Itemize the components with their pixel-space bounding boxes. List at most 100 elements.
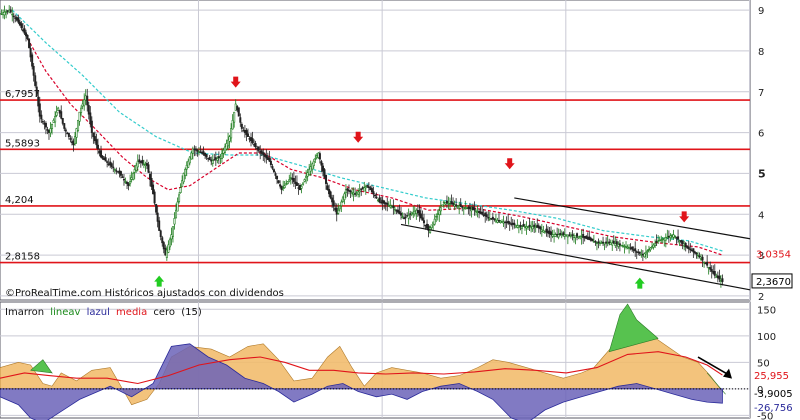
candle-body: [162, 242, 165, 250]
candle-body: [349, 190, 352, 193]
candle-body: [164, 247, 167, 256]
candle-body: [589, 237, 592, 241]
candle-body: [562, 232, 565, 235]
candle-body: [525, 226, 528, 229]
oscillator-series: [0, 303, 750, 420]
legend-indicator-name: Imarron: [5, 307, 44, 318]
candle-body: [684, 243, 687, 248]
candle-body: [380, 201, 383, 204]
sell-arrow-icon: [230, 76, 241, 88]
candle-body: [499, 220, 502, 224]
candle-body: [104, 157, 107, 162]
candle-body: [236, 106, 239, 111]
candle-body: [484, 212, 487, 217]
candle-body: [115, 170, 118, 172]
candle-body: [331, 197, 334, 203]
candle-body: [375, 196, 378, 199]
candle-body: [9, 9, 12, 13]
candle-body: [127, 183, 130, 186]
candle-body: [415, 209, 418, 214]
candle-body: [283, 185, 286, 189]
candle-body: [657, 240, 660, 243]
candle-body: [64, 129, 67, 132]
candle-body: [655, 240, 658, 243]
oscillator-last-value-label: 25,955: [754, 371, 789, 382]
candle-body: [40, 114, 43, 120]
candle-body: [675, 237, 678, 239]
candle-body: [488, 218, 491, 220]
oscillator-green-area: [30, 359, 54, 374]
candle-body: [144, 164, 147, 167]
candle-body: [591, 238, 594, 242]
candle-body: [92, 132, 95, 137]
candle-body: [28, 38, 31, 49]
candle-body: [438, 210, 441, 215]
candle-body: [23, 28, 26, 34]
candle-body: [280, 185, 283, 191]
candle-body: [277, 180, 280, 183]
candle-body: [253, 144, 256, 146]
candle-body: [149, 173, 152, 180]
candle-body: [651, 246, 654, 249]
candle-body: [559, 233, 562, 235]
candle-body: [448, 203, 451, 205]
candle-body: [326, 185, 329, 191]
candle-body: [311, 163, 314, 170]
candle-body: [168, 239, 171, 248]
candle-body: [363, 187, 366, 192]
candle-body: [709, 267, 712, 270]
candle-body: [531, 226, 534, 230]
candle-body: [354, 193, 357, 195]
candle-body: [565, 234, 568, 236]
candle-body: [430, 224, 433, 228]
candle-body: [245, 130, 248, 135]
candle-body: [274, 173, 277, 176]
candle-body: [263, 154, 266, 157]
candle-body: [332, 200, 335, 207]
candle-body: [710, 269, 713, 272]
candle-body: [136, 160, 139, 168]
candle-body: [407, 214, 410, 219]
candle-body: [530, 226, 533, 228]
candle-body: [341, 197, 344, 202]
oscillator-last-value-label: -26,756: [754, 403, 793, 414]
candle-body: [268, 157, 271, 162]
candle-body: [340, 201, 343, 206]
candle-body: [698, 255, 701, 258]
candle-body: [297, 187, 300, 189]
candle-body: [576, 233, 579, 237]
candle-body: [129, 181, 132, 185]
candle-body: [233, 111, 236, 123]
candle-body: [614, 243, 617, 246]
candle-body: [496, 220, 499, 223]
candle-body: [701, 256, 704, 261]
candle-body: [208, 157, 211, 161]
candle-body: [514, 224, 517, 228]
candle-body: [386, 202, 389, 205]
candle-body: [422, 220, 425, 224]
candle-body: [568, 234, 571, 236]
candle-body: [703, 261, 706, 263]
candle-body: [173, 218, 176, 225]
buy-arrow-icon: [634, 277, 645, 289]
candle-body: [508, 222, 511, 224]
candle-body: [141, 159, 144, 164]
candle-body: [571, 234, 574, 236]
candle-body: [130, 177, 133, 180]
candle-body: [491, 216, 494, 220]
candle-body: [629, 247, 632, 249]
candle-body: [647, 249, 650, 251]
candle-body: [600, 242, 603, 244]
oscillator-y-tick-label: -50: [757, 411, 773, 420]
candle-body: [403, 217, 406, 220]
price-y-tick-label: 3: [758, 251, 764, 262]
candle-body: [418, 210, 421, 216]
candle-body: [54, 115, 57, 123]
candle-body: [678, 240, 681, 242]
candle-body: [677, 236, 680, 240]
candle-body: [217, 156, 220, 159]
candle-body: [309, 166, 312, 172]
candle-body: [693, 251, 696, 254]
candle-body: [700, 258, 703, 260]
candle-body: [89, 112, 92, 124]
